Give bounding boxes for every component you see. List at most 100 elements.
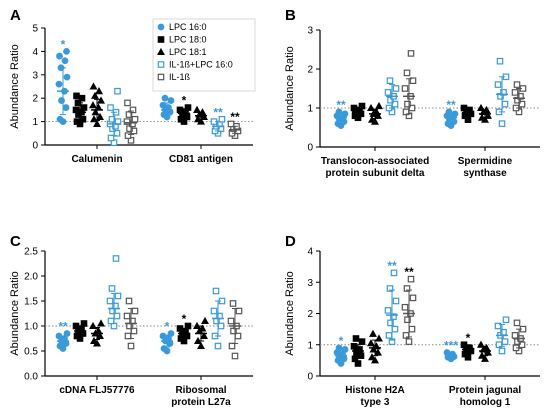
data-point xyxy=(228,342,236,350)
data-point xyxy=(498,120,506,127)
legend-item: IL-1ß xyxy=(157,72,191,82)
series-0: ** xyxy=(55,320,71,352)
y-tick-label: 0.0 xyxy=(24,372,38,383)
data-point xyxy=(408,325,416,333)
significance-stars: * xyxy=(165,320,170,334)
significance-stars: ** xyxy=(336,98,346,112)
data-point xyxy=(384,89,392,96)
data-point xyxy=(200,331,208,340)
legend-item: LPC 16:0 xyxy=(157,22,207,32)
panel-a: A 0 1 2 3 4 5 Abundance Ratio Calumenin * CD81 ant… xyxy=(9,7,256,165)
data-point xyxy=(502,316,510,324)
data-point xyxy=(404,100,411,108)
series-2 xyxy=(367,329,383,364)
data-point xyxy=(369,329,377,337)
series-3 xyxy=(210,287,226,350)
data-point xyxy=(97,319,105,327)
series-3 xyxy=(106,255,122,330)
data-point xyxy=(511,332,519,339)
series-1 xyxy=(72,92,88,128)
series-0: ** xyxy=(443,98,459,129)
data-point xyxy=(131,307,139,315)
y-tick-label: 0 xyxy=(32,141,38,152)
data-point xyxy=(391,325,399,333)
legend-item: IL-1ß+LPC 16:0 xyxy=(157,60,233,70)
legend-marker xyxy=(157,23,165,31)
series-4 xyxy=(511,319,527,355)
group-label: protein L27a xyxy=(171,397,231,408)
y-tick-label: 3 xyxy=(307,26,313,37)
legend-label: IL-1ß xyxy=(169,72,191,82)
data-point xyxy=(63,48,70,55)
data-point xyxy=(93,119,101,127)
y-tick-label: 1 xyxy=(307,104,313,115)
significance-stars: * xyxy=(61,37,66,51)
data-point xyxy=(210,307,218,315)
significance-stars: ** xyxy=(404,265,414,279)
y-tick-label: 0 xyxy=(307,143,313,154)
series-4 xyxy=(227,300,243,360)
panel-letter: D xyxy=(285,233,296,250)
data-point xyxy=(184,104,192,111)
series-1: * xyxy=(176,312,192,345)
group-0: Calumenin * xyxy=(55,37,139,165)
legend-marker xyxy=(157,61,165,68)
data-point xyxy=(392,85,400,92)
data-point xyxy=(218,115,226,123)
y-axis-title: Abundance Ratio xyxy=(284,46,296,130)
significance-stars: * xyxy=(466,331,471,345)
data-point xyxy=(160,345,168,352)
data-point xyxy=(227,317,235,325)
data-point xyxy=(159,101,167,109)
legend: LPC 16:0 LPC 18:0 LPC 18:1 IL-1ß+LPC 16:0 IL… xyxy=(152,18,256,92)
data-point xyxy=(477,103,485,112)
group-label: type 3 xyxy=(361,397,390,408)
group-label: Ribosomal xyxy=(175,385,226,396)
data-point xyxy=(184,322,192,330)
data-point xyxy=(352,335,360,342)
y-tick-label: 1.5 xyxy=(24,297,38,308)
series-3 xyxy=(384,77,400,116)
data-point xyxy=(61,57,69,65)
data-point xyxy=(214,342,222,350)
data-point xyxy=(401,303,409,311)
data-point xyxy=(405,338,413,345)
data-point xyxy=(58,97,65,104)
data-point xyxy=(227,120,235,128)
data-point xyxy=(231,352,239,360)
data-point xyxy=(55,80,63,88)
data-point xyxy=(229,300,237,307)
significance-stars: * xyxy=(339,334,344,348)
data-point xyxy=(212,287,220,295)
data-point xyxy=(97,96,105,104)
series-2 xyxy=(477,103,492,123)
series-4: ** xyxy=(401,265,417,345)
significance-stars: ** xyxy=(58,320,68,334)
series-0: * xyxy=(55,37,71,125)
data-point xyxy=(159,332,167,340)
data-point xyxy=(201,316,209,325)
y-tick-label: 4 xyxy=(32,47,38,58)
group-label: Calumenin xyxy=(71,154,122,165)
series-4 xyxy=(511,81,527,116)
y-tick-label: 1 xyxy=(32,117,38,128)
legend-marker xyxy=(157,73,165,81)
y-tick-label: 2 xyxy=(32,94,38,105)
data-point xyxy=(123,312,131,320)
legend-marker xyxy=(157,47,165,56)
y-tick-label: 5 xyxy=(32,24,38,35)
data-point xyxy=(513,81,521,88)
data-point xyxy=(494,81,502,88)
significance-stars: ** xyxy=(230,110,240,124)
series-3 xyxy=(494,316,510,355)
panel-letter: C xyxy=(10,233,21,250)
data-point xyxy=(358,338,366,345)
data-point xyxy=(350,343,358,350)
series-0: *** xyxy=(443,339,458,363)
data-point xyxy=(90,115,98,123)
series-2 xyxy=(193,105,208,125)
data-point xyxy=(89,82,98,90)
data-point xyxy=(407,275,415,283)
data-point xyxy=(107,317,115,325)
